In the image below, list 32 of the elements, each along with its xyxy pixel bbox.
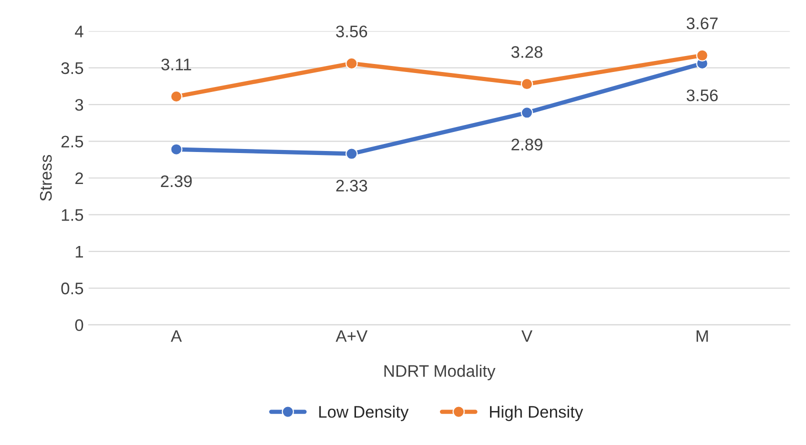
y-tick-label: 2.5 xyxy=(61,136,84,148)
y-tick-label: 1 xyxy=(76,246,83,258)
data-label: 2.39 xyxy=(160,175,192,188)
data-label: 3.67 xyxy=(686,17,718,30)
data-label: 2.33 xyxy=(336,180,368,192)
data-label: 3.56 xyxy=(336,26,368,38)
x-tick-label: M xyxy=(696,330,708,342)
y-tick-label: 2 xyxy=(75,172,83,184)
y-tick-label: 1.5 xyxy=(62,209,84,221)
data-label: 3.11 xyxy=(161,58,192,70)
x-tick-label: A+V xyxy=(336,330,368,342)
data-label: 3.28 xyxy=(511,46,542,58)
x-tick-label: V xyxy=(521,330,532,342)
legend-label: High Density xyxy=(490,406,584,422)
y-tick-label: 4 xyxy=(74,26,84,38)
point xyxy=(696,49,708,62)
legend-label: Low Density xyxy=(319,406,409,422)
point xyxy=(520,106,533,119)
y-tick-label: 0 xyxy=(75,319,84,332)
y-axis-title: Stress xyxy=(40,154,52,201)
y-tick-label: 3 xyxy=(75,98,84,111)
y-tick-label: 0.5 xyxy=(61,282,84,294)
data-label: 2.89 xyxy=(512,138,542,150)
point xyxy=(346,57,358,70)
point xyxy=(170,143,182,156)
x-axis-title: NDRT Modality xyxy=(384,364,496,380)
data-label: 3.56 xyxy=(686,89,718,102)
point xyxy=(170,90,182,103)
point xyxy=(520,78,533,90)
x-tick-label: A xyxy=(170,330,182,342)
point xyxy=(346,148,358,160)
y-tick-label: 3.5 xyxy=(61,62,84,74)
